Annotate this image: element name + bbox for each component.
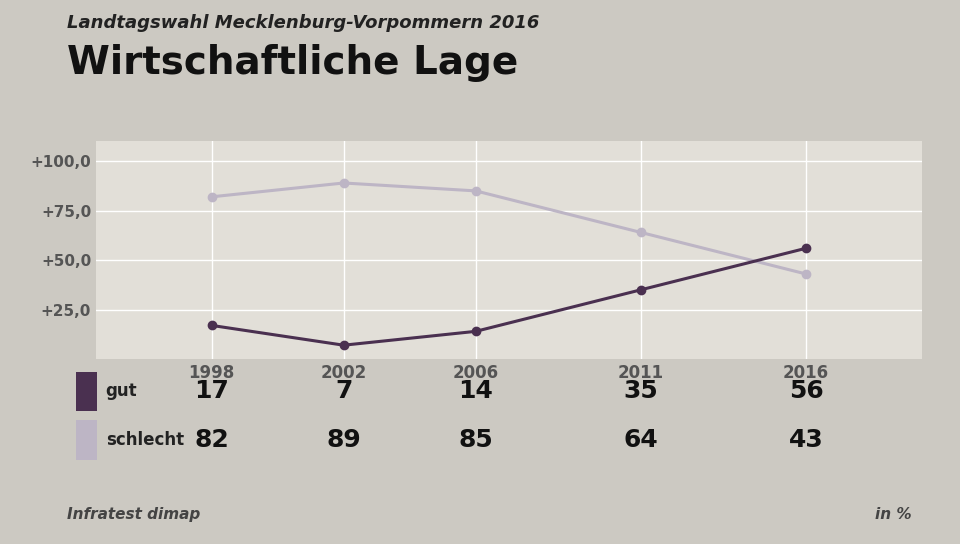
Text: 64: 64 [624, 428, 659, 452]
Text: schlecht: schlecht [106, 431, 183, 449]
Text: 7: 7 [335, 379, 352, 403]
Text: in %: in % [876, 507, 912, 522]
Text: 14: 14 [458, 379, 493, 403]
Text: 56: 56 [789, 379, 824, 403]
Text: Infratest dimap: Infratest dimap [67, 507, 201, 522]
Text: Wirtschaftliche Lage: Wirtschaftliche Lage [67, 44, 518, 82]
Text: 82: 82 [194, 428, 228, 452]
Text: 89: 89 [326, 428, 361, 452]
Bar [76, 372, 97, 411]
Text: 35: 35 [624, 379, 659, 403]
Text: 17: 17 [194, 379, 229, 403]
Text: 85: 85 [459, 428, 493, 452]
Text: gut: gut [106, 382, 137, 400]
Bar [76, 421, 97, 460]
Text: 43: 43 [789, 428, 824, 452]
Text: Landtagswahl Mecklenburg-Vorpommern 2016: Landtagswahl Mecklenburg-Vorpommern 2016 [67, 14, 540, 32]
